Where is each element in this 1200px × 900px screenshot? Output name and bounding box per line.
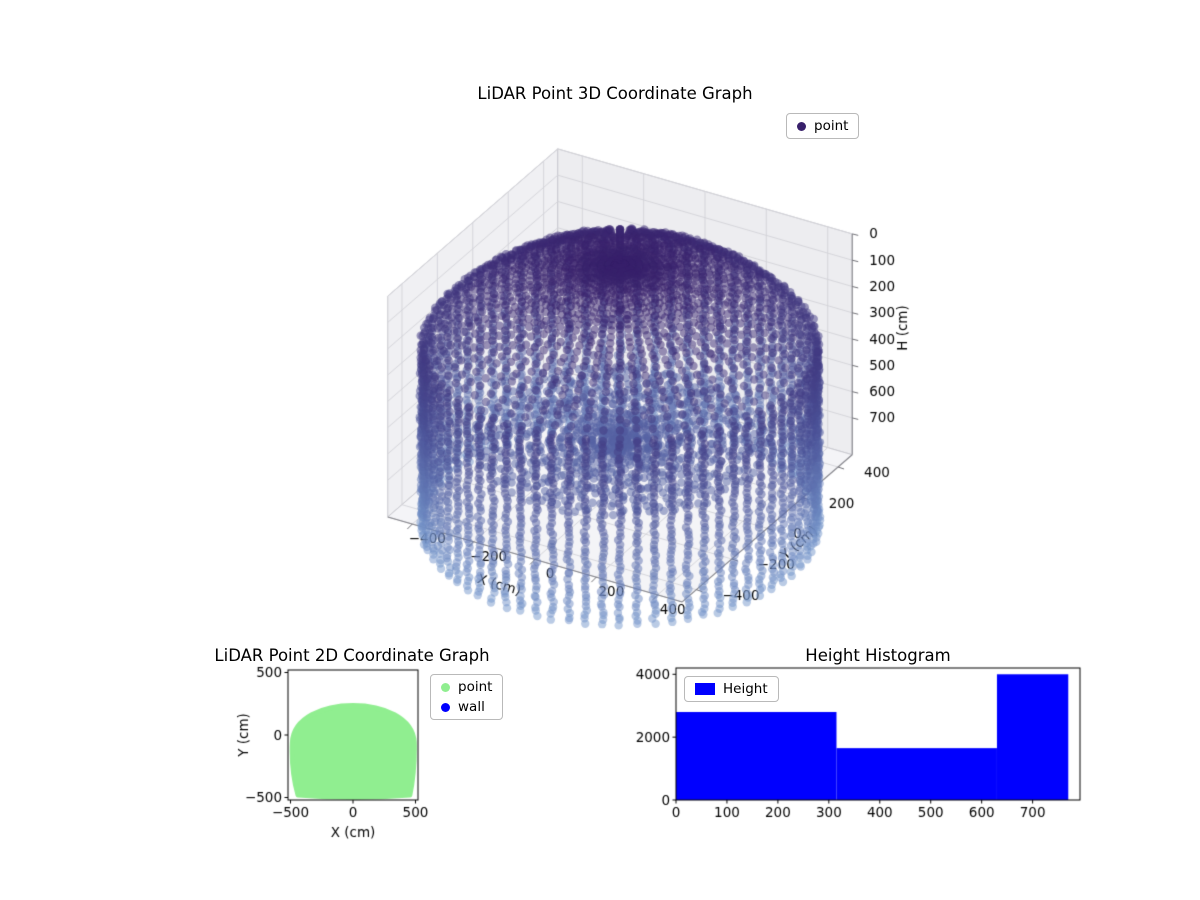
histogram-legend: Height — [684, 676, 779, 702]
legend-label-point: point — [458, 679, 493, 695]
point-marker-icon — [441, 682, 450, 692]
legend-label-wall: wall — [458, 699, 485, 715]
legend-item-point: point — [797, 118, 848, 134]
legend-item-wall: wall — [441, 699, 492, 715]
chart-3d-legend: point — [786, 113, 860, 139]
wall-marker-icon — [441, 702, 450, 712]
legend-label-point: point — [814, 118, 849, 134]
legend-item-point: point — [441, 679, 492, 695]
chart-2d-legend: point wall — [430, 674, 504, 720]
height-swatch-icon — [695, 683, 715, 695]
chart-3d-title: LiDAR Point 3D Coordinate Graph — [477, 84, 753, 103]
scatter3d-canvas — [320, 100, 920, 640]
legend-label-height: Height — [723, 681, 768, 697]
point-marker-icon — [797, 121, 806, 131]
legend-item-height: Height — [695, 681, 768, 697]
